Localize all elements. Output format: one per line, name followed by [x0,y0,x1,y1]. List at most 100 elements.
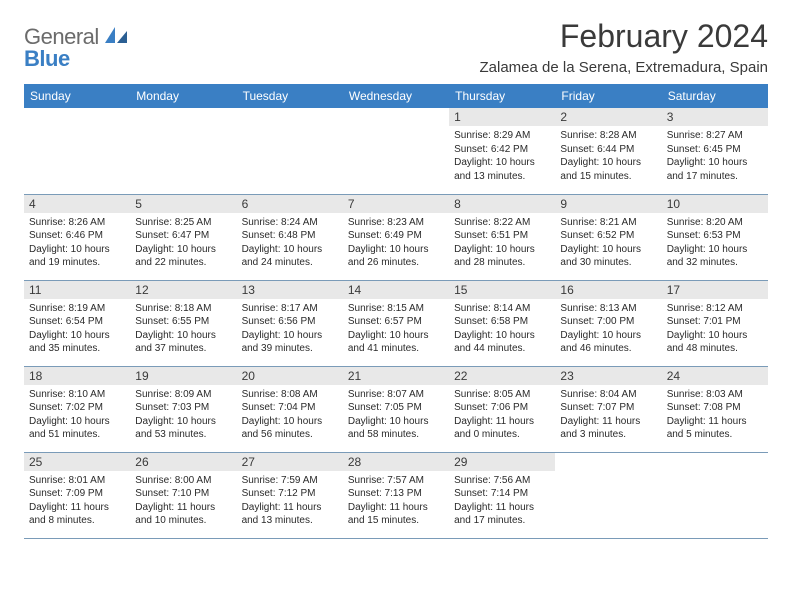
day-number: 29 [449,453,555,471]
day-details: Sunrise: 7:59 AMSunset: 7:12 PMDaylight:… [237,471,343,528]
day-number: 3 [662,108,768,126]
calendar-day-cell: 18Sunrise: 8:10 AMSunset: 7:02 PMDayligh… [24,366,130,452]
calendar-day-cell: 6Sunrise: 8:24 AMSunset: 6:48 PMDaylight… [237,194,343,280]
day-details: Sunrise: 8:26 AMSunset: 6:46 PMDaylight:… [24,213,130,270]
calendar-day-cell: 11Sunrise: 8:19 AMSunset: 6:54 PMDayligh… [24,280,130,366]
calendar-day-cell: 26Sunrise: 8:00 AMSunset: 7:10 PMDayligh… [130,452,236,538]
calendar-day-cell: 24Sunrise: 8:03 AMSunset: 7:08 PMDayligh… [662,366,768,452]
day-number: 20 [237,367,343,385]
day-details: Sunrise: 8:12 AMSunset: 7:01 PMDaylight:… [662,299,768,356]
day-details: Sunrise: 8:09 AMSunset: 7:03 PMDaylight:… [130,385,236,442]
calendar-day-cell: 19Sunrise: 8:09 AMSunset: 7:03 PMDayligh… [130,366,236,452]
calendar-day-cell: 4Sunrise: 8:26 AMSunset: 6:46 PMDaylight… [24,194,130,280]
day-number: 13 [237,281,343,299]
day-details: Sunrise: 7:56 AMSunset: 7:14 PMDaylight:… [449,471,555,528]
calendar-week-row: 1Sunrise: 8:29 AMSunset: 6:42 PMDaylight… [24,108,768,194]
calendar-table: SundayMondayTuesdayWednesdayThursdayFrid… [24,84,768,539]
day-details: Sunrise: 8:13 AMSunset: 7:00 PMDaylight:… [555,299,661,356]
logo-sail-icon [103,25,129,50]
calendar-day-cell: 2Sunrise: 8:28 AMSunset: 6:44 PMDaylight… [555,108,661,194]
day-number: 18 [24,367,130,385]
day-details: Sunrise: 8:22 AMSunset: 6:51 PMDaylight:… [449,213,555,270]
calendar-day-cell [24,108,130,194]
day-details: Sunrise: 8:28 AMSunset: 6:44 PMDaylight:… [555,126,661,183]
calendar-week-row: 4Sunrise: 8:26 AMSunset: 6:46 PMDaylight… [24,194,768,280]
day-number: 28 [343,453,449,471]
calendar-day-cell: 17Sunrise: 8:12 AMSunset: 7:01 PMDayligh… [662,280,768,366]
calendar-day-cell: 5Sunrise: 8:25 AMSunset: 6:47 PMDaylight… [130,194,236,280]
weekday-header: Thursday [449,84,555,108]
calendar-day-cell: 21Sunrise: 8:07 AMSunset: 7:05 PMDayligh… [343,366,449,452]
weekday-header-row: SundayMondayTuesdayWednesdayThursdayFrid… [24,84,768,108]
day-number: 27 [237,453,343,471]
calendar-day-cell: 1Sunrise: 8:29 AMSunset: 6:42 PMDaylight… [449,108,555,194]
day-number: 9 [555,195,661,213]
logo-text-blue: Blue [24,46,70,71]
month-title: February 2024 [480,18,769,55]
calendar-day-cell: 14Sunrise: 8:15 AMSunset: 6:57 PMDayligh… [343,280,449,366]
day-number: 19 [130,367,236,385]
calendar-day-cell: 29Sunrise: 7:56 AMSunset: 7:14 PMDayligh… [449,452,555,538]
calendar-day-cell: 28Sunrise: 7:57 AMSunset: 7:13 PMDayligh… [343,452,449,538]
day-number: 15 [449,281,555,299]
calendar-day-cell [662,452,768,538]
day-details: Sunrise: 8:18 AMSunset: 6:55 PMDaylight:… [130,299,236,356]
calendar-day-cell: 8Sunrise: 8:22 AMSunset: 6:51 PMDaylight… [449,194,555,280]
day-number: 16 [555,281,661,299]
day-number: 11 [24,281,130,299]
day-number: 8 [449,195,555,213]
calendar-day-cell: 25Sunrise: 8:01 AMSunset: 7:09 PMDayligh… [24,452,130,538]
calendar-day-cell: 12Sunrise: 8:18 AMSunset: 6:55 PMDayligh… [130,280,236,366]
day-number: 6 [237,195,343,213]
calendar-day-cell: 23Sunrise: 8:04 AMSunset: 7:07 PMDayligh… [555,366,661,452]
weekday-header: Tuesday [237,84,343,108]
location-subtitle: Zalamea de la Serena, Extremadura, Spain [480,59,769,76]
calendar-day-cell [130,108,236,194]
day-details: Sunrise: 8:07 AMSunset: 7:05 PMDaylight:… [343,385,449,442]
day-details: Sunrise: 8:08 AMSunset: 7:04 PMDaylight:… [237,385,343,442]
calendar-day-cell: 13Sunrise: 8:17 AMSunset: 6:56 PMDayligh… [237,280,343,366]
weekday-header: Saturday [662,84,768,108]
day-details: Sunrise: 8:21 AMSunset: 6:52 PMDaylight:… [555,213,661,270]
weekday-header: Monday [130,84,236,108]
header: General February 2024 Zalamea de la Sere… [24,18,768,76]
day-number: 22 [449,367,555,385]
day-details: Sunrise: 8:04 AMSunset: 7:07 PMDaylight:… [555,385,661,442]
calendar-day-cell: 22Sunrise: 8:05 AMSunset: 7:06 PMDayligh… [449,366,555,452]
day-number: 24 [662,367,768,385]
day-number: 7 [343,195,449,213]
calendar-week-row: 11Sunrise: 8:19 AMSunset: 6:54 PMDayligh… [24,280,768,366]
day-number: 5 [130,195,236,213]
calendar-day-cell: 3Sunrise: 8:27 AMSunset: 6:45 PMDaylight… [662,108,768,194]
weekday-header: Friday [555,84,661,108]
calendar-day-cell [237,108,343,194]
day-details: Sunrise: 8:05 AMSunset: 7:06 PMDaylight:… [449,385,555,442]
day-details: Sunrise: 8:03 AMSunset: 7:08 PMDaylight:… [662,385,768,442]
calendar-day-cell [343,108,449,194]
day-number: 25 [24,453,130,471]
day-details: Sunrise: 8:19 AMSunset: 6:54 PMDaylight:… [24,299,130,356]
day-details: Sunrise: 8:24 AMSunset: 6:48 PMDaylight:… [237,213,343,270]
day-number: 2 [555,108,661,126]
calendar-day-cell: 7Sunrise: 8:23 AMSunset: 6:49 PMDaylight… [343,194,449,280]
day-details: Sunrise: 8:27 AMSunset: 6:45 PMDaylight:… [662,126,768,183]
weekday-header: Wednesday [343,84,449,108]
day-number: 17 [662,281,768,299]
day-number: 23 [555,367,661,385]
day-number: 12 [130,281,236,299]
day-number: 26 [130,453,236,471]
calendar-day-cell: 10Sunrise: 8:20 AMSunset: 6:53 PMDayligh… [662,194,768,280]
calendar-week-row: 18Sunrise: 8:10 AMSunset: 7:02 PMDayligh… [24,366,768,452]
calendar-day-cell [555,452,661,538]
day-number: 4 [24,195,130,213]
day-number: 1 [449,108,555,126]
calendar-day-cell: 9Sunrise: 8:21 AMSunset: 6:52 PMDaylight… [555,194,661,280]
day-details: Sunrise: 8:14 AMSunset: 6:58 PMDaylight:… [449,299,555,356]
calendar-day-cell: 16Sunrise: 8:13 AMSunset: 7:00 PMDayligh… [555,280,661,366]
day-number: 21 [343,367,449,385]
day-details: Sunrise: 8:20 AMSunset: 6:53 PMDaylight:… [662,213,768,270]
day-details: Sunrise: 8:29 AMSunset: 6:42 PMDaylight:… [449,126,555,183]
calendar-day-cell: 20Sunrise: 8:08 AMSunset: 7:04 PMDayligh… [237,366,343,452]
day-details: Sunrise: 8:10 AMSunset: 7:02 PMDaylight:… [24,385,130,442]
day-details: Sunrise: 7:57 AMSunset: 7:13 PMDaylight:… [343,471,449,528]
